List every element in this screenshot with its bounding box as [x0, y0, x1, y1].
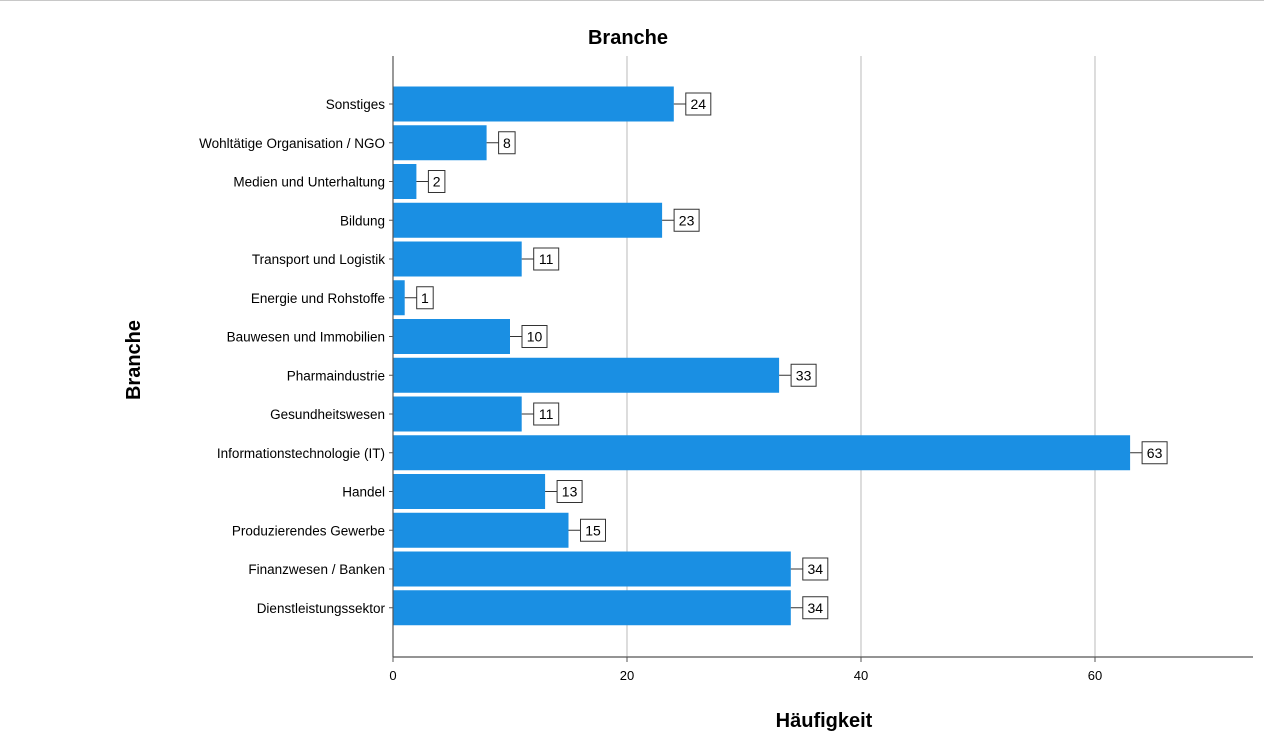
category-label: Handel — [342, 485, 385, 500]
data-label-box — [533, 247, 560, 271]
category-label: Produzierendes Gewerbe — [232, 523, 385, 538]
data-label: 24 — [691, 96, 707, 112]
bar — [393, 125, 487, 161]
category-label: Bildung — [340, 213, 385, 228]
x-axis-title: Häufigkeit — [776, 710, 873, 732]
bar — [393, 512, 569, 548]
category-label: Sonstiges — [326, 97, 386, 112]
data-label-box — [802, 557, 829, 581]
y-axis-title: Branche — [123, 320, 145, 400]
bar — [393, 551, 791, 587]
x-tick-label: 20 — [620, 668, 634, 683]
data-label: 23 — [679, 212, 695, 228]
chart-title: Branche — [588, 27, 668, 49]
data-label-box — [427, 170, 446, 193]
category-label: Bauwesen und Immobilien — [227, 330, 385, 345]
bar — [393, 280, 405, 316]
data-label: 34 — [808, 561, 824, 577]
category-label: Informationstechnologie (IT) — [217, 446, 385, 461]
bar — [393, 357, 780, 393]
category-label: Finanzwesen / Banken — [248, 562, 385, 577]
data-label-box — [673, 208, 700, 232]
bar — [393, 86, 674, 122]
axes — [389, 56, 1253, 662]
data-label: 63 — [1147, 445, 1163, 461]
bar — [393, 590, 791, 626]
data-label-box — [498, 131, 516, 155]
bars — [393, 86, 1131, 626]
top-divider — [0, 0, 1264, 1]
category-label: Gesundheitswesen — [270, 407, 385, 422]
category-label: Transport und Logistik — [252, 252, 385, 267]
category-label: Dienstleistungssektor — [257, 601, 386, 616]
bar — [393, 202, 663, 238]
category-label: Pharmaindustrie — [287, 368, 385, 383]
data-label-box — [580, 518, 606, 542]
category-label: Wohltätige Organisation / NGO — [199, 136, 385, 151]
bar — [393, 474, 546, 509]
data-label-box — [802, 596, 829, 620]
data-label: 13 — [562, 484, 578, 500]
data-label: 15 — [585, 522, 601, 538]
data-label-box — [416, 286, 434, 310]
data-label-box — [1141, 441, 1168, 465]
x-tick-label: 60 — [1088, 668, 1102, 683]
data-label-box — [533, 402, 560, 426]
data-label: 10 — [527, 329, 543, 345]
data-label: 34 — [808, 600, 824, 616]
data-label: 2 — [433, 174, 441, 190]
x-tick-label: 40 — [854, 668, 868, 683]
bar — [393, 396, 522, 432]
data-label: 33 — [796, 367, 812, 383]
data-label-box — [521, 325, 548, 348]
data-label: 1 — [421, 290, 429, 306]
data-label-box — [790, 363, 817, 387]
bar — [393, 241, 522, 277]
category-label: Energie und Rohstoffe — [251, 291, 385, 306]
data-label: 11 — [539, 406, 554, 422]
bar — [393, 164, 417, 199]
data-label-box — [556, 480, 583, 503]
x-tick-label: 0 — [389, 668, 396, 683]
labels: 0 20 40 60 Sonstiges 24 Wohltätige Organisatio… — [199, 92, 1168, 683]
data-label-box — [685, 92, 712, 116]
category-label: Medien und Unterhaltung — [233, 175, 385, 190]
bar — [393, 319, 510, 354]
data-label: 11 — [539, 251, 554, 267]
data-label: 8 — [503, 135, 511, 151]
bar — [393, 435, 1131, 471]
